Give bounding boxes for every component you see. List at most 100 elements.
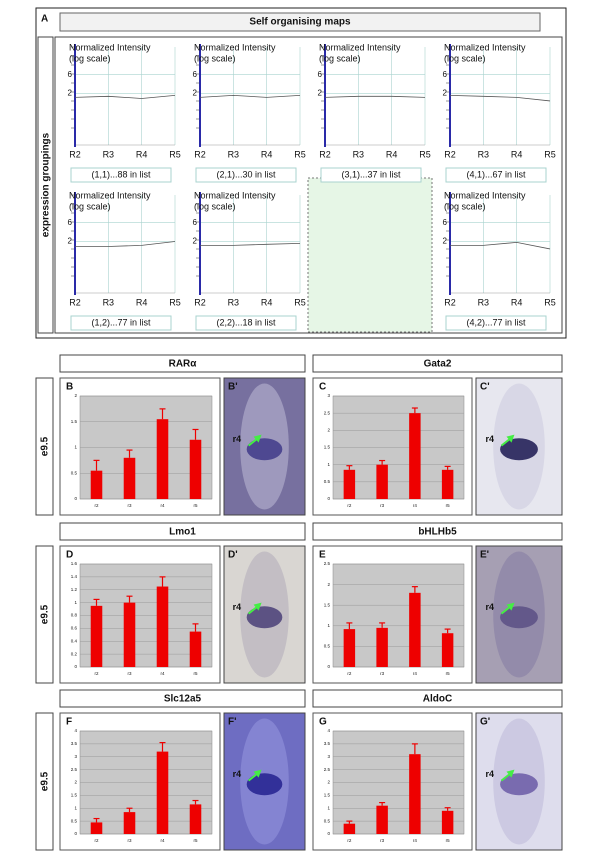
y-tick-label: 2	[318, 89, 323, 98]
x-tick-label: r2	[347, 503, 351, 508]
x-tick-label: r4	[413, 838, 417, 843]
arrow-head	[253, 602, 262, 611]
stage-label: e9.5	[40, 436, 51, 456]
panel-a-title: Self organising maps	[249, 17, 351, 28]
y-tick-label: 2.5	[324, 561, 331, 566]
x-tick-label: r4	[413, 671, 417, 676]
y-axis-title: (log scale)	[69, 201, 111, 211]
r4-label: r4	[233, 434, 242, 444]
y-tick-label: 2	[327, 582, 330, 587]
stage-label: e9.5	[40, 771, 51, 791]
x-tick-label: R5	[544, 297, 556, 307]
x-tick-label: r2	[94, 671, 98, 676]
panel-label: F	[66, 717, 72, 728]
stage-box	[35, 712, 54, 851]
caption: (3,1)...37 in list	[341, 169, 401, 179]
stage-box	[35, 377, 54, 516]
r4-label: r4	[485, 602, 494, 612]
y-tick-label: 2	[327, 780, 330, 785]
y-axis-title: Normalized Intensity	[444, 190, 526, 200]
x-tick-label: R3	[228, 297, 240, 307]
gene-title: Slc12a5	[164, 694, 202, 705]
som-grid-frame	[54, 36, 563, 334]
y-tick-label: 2	[443, 237, 448, 246]
x-tick-label: r2	[94, 838, 98, 843]
image-label: G'	[480, 717, 490, 728]
x-tick-label: R5	[294, 297, 306, 307]
y-tick-label: 6	[193, 218, 198, 227]
r4-label: r4	[485, 434, 494, 444]
arrow-head	[506, 602, 515, 611]
y-tick-label: 0	[74, 496, 77, 501]
gene-header-box	[59, 354, 306, 373]
x-tick-label: r3	[127, 838, 131, 843]
caption-box	[70, 167, 172, 183]
y-tick-label: 1	[74, 805, 77, 810]
x-tick-label: r4	[160, 503, 164, 508]
bar	[376, 627, 388, 667]
y-axis-title: Normalized Intensity	[69, 42, 151, 52]
gene-header-box	[312, 522, 563, 541]
y-tick-label: 6	[443, 218, 448, 227]
gene-title: AldoC	[423, 694, 452, 705]
x-tick-label: R5	[169, 297, 181, 307]
bar	[90, 470, 103, 499]
y-tick-label: 6	[68, 218, 73, 227]
y-tick-label: 1	[74, 445, 77, 450]
embryo-stain	[246, 773, 283, 796]
x-tick-label: R2	[194, 149, 206, 159]
x-tick-label: r5	[193, 503, 197, 508]
bar	[90, 605, 103, 667]
series-line	[200, 242, 301, 246]
y-tick-label: 2	[193, 237, 198, 246]
x-tick-label: r4	[160, 671, 164, 676]
y-tick-label: 1.5	[71, 419, 78, 424]
x-tick-label: r2	[347, 838, 351, 843]
y-tick-label: 3.5	[324, 741, 331, 746]
bar	[189, 631, 202, 667]
x-tick-label: r3	[380, 838, 384, 843]
x-tick-label: R5	[169, 149, 181, 159]
x-tick-label: R4	[511, 297, 523, 307]
bar	[409, 754, 421, 834]
x-tick-label: r5	[446, 671, 450, 676]
y-axis-title: (log scale)	[194, 201, 236, 211]
embryo-stain	[500, 773, 538, 796]
image-label: D'	[228, 550, 238, 561]
y-tick-label: 0.2	[71, 651, 78, 656]
x-tick-label: r5	[193, 838, 197, 843]
x-tick-label: r5	[193, 671, 197, 676]
y-tick-label: 0.8	[71, 613, 78, 618]
empty-cell	[307, 177, 433, 333]
embryo-stain	[246, 438, 283, 461]
x-tick-label: r3	[380, 671, 384, 676]
y-tick-label: 2	[74, 393, 77, 398]
y-axis-title: (log scale)	[319, 53, 361, 63]
series-line	[199, 94, 301, 98]
y-tick-label: 2	[443, 89, 448, 98]
y-tick-label: 6	[318, 70, 323, 79]
caption: (2,2)...18 in list	[216, 317, 276, 327]
title-box	[59, 12, 541, 32]
y-axis-title: Normalized Intensity	[319, 42, 401, 52]
gene-title: Lmo1	[169, 527, 196, 538]
bar	[156, 419, 169, 499]
y-tick-label: 2	[74, 780, 77, 785]
arrow-head	[506, 434, 515, 443]
bar	[156, 751, 169, 834]
gene-title: Gata2	[424, 359, 452, 370]
side-box	[37, 36, 54, 334]
caption: (4,2)...77 in list	[466, 317, 526, 327]
y-tick-label: 1	[327, 462, 330, 467]
y-tick-label: 0.5	[71, 470, 78, 475]
y-axis-title: (log scale)	[194, 53, 236, 63]
panel-label: D	[66, 550, 73, 561]
arrow-head	[506, 769, 515, 778]
gene-header-box	[59, 522, 306, 541]
gene-title: RARα	[169, 359, 198, 370]
panel-label: B	[66, 382, 73, 393]
x-tick-label: R4	[261, 297, 273, 307]
y-tick-label: 1	[327, 805, 330, 810]
r4-label: r4	[485, 769, 494, 779]
